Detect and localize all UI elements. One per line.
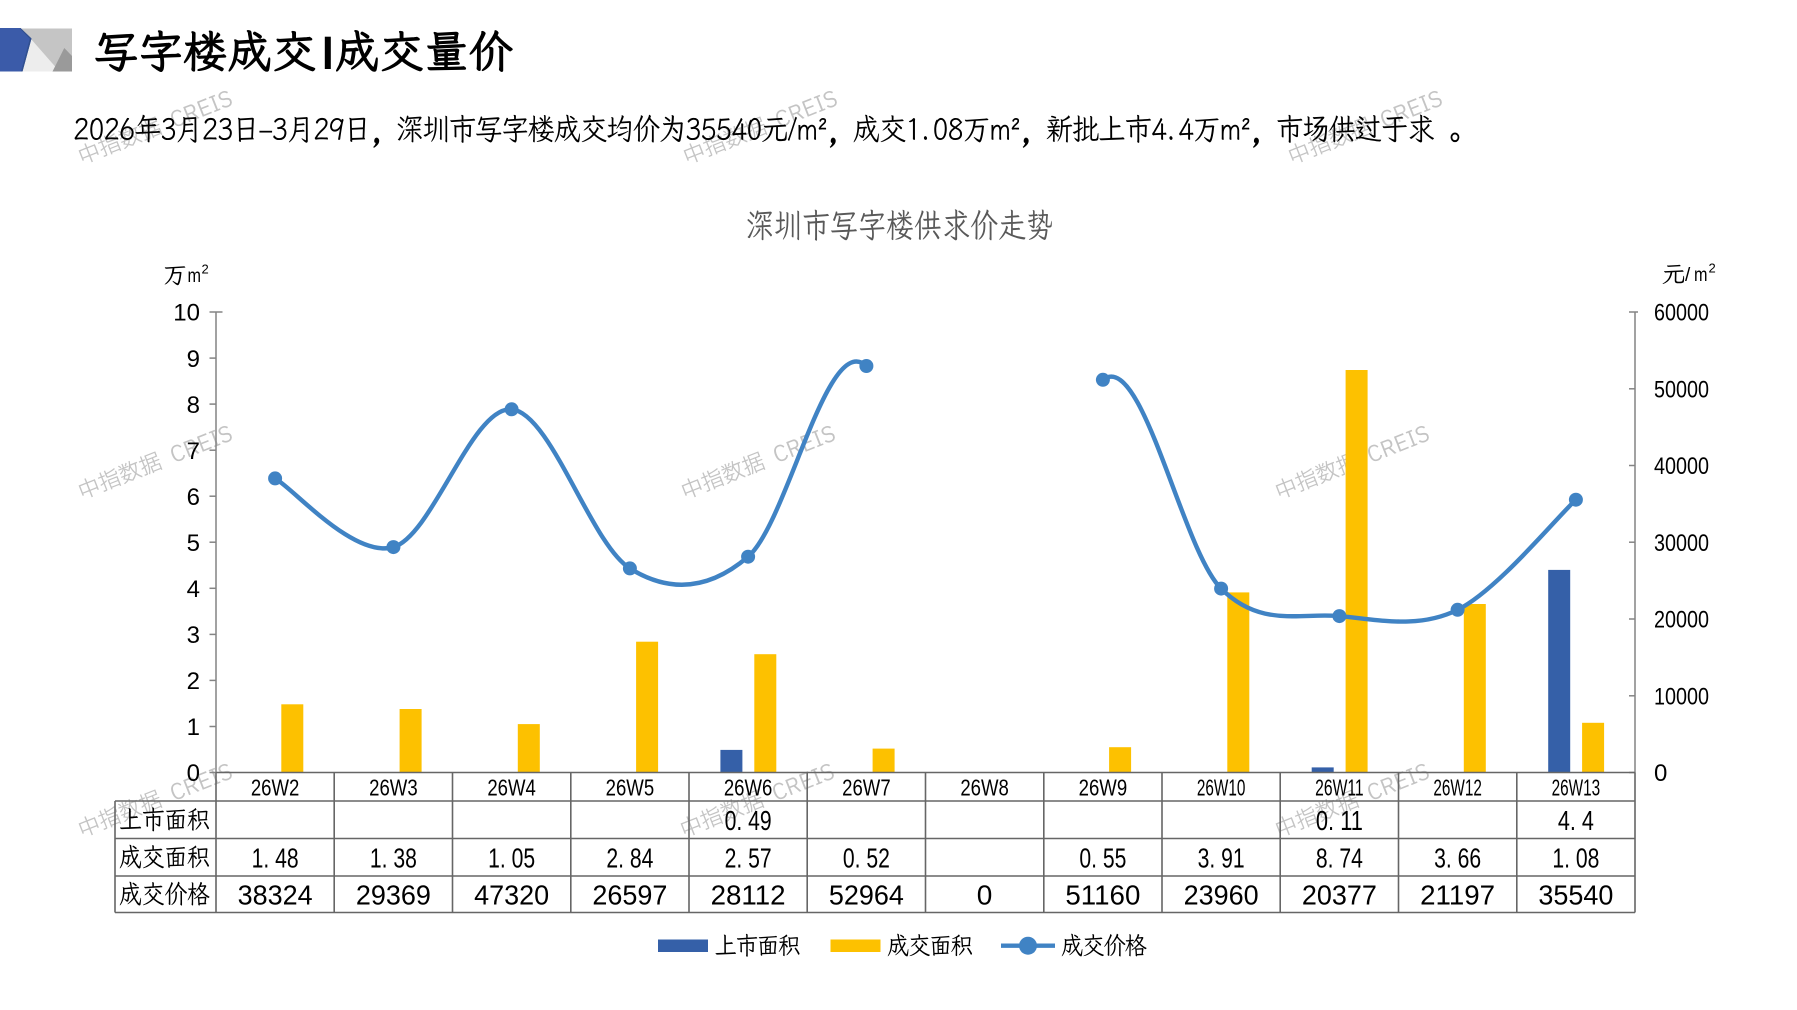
svg-text:10000: 10000 xyxy=(1654,684,1709,711)
svg-text:3: 3 xyxy=(187,622,200,649)
svg-text:/: / xyxy=(1685,265,1691,286)
svg-text:m: m xyxy=(1694,265,1708,286)
svg-text:1: 1 xyxy=(187,714,200,741)
svg-text:0: 0 xyxy=(1654,760,1667,787)
svg-text:1. 48: 1. 48 xyxy=(252,843,299,874)
svg-text:8. 74: 8. 74 xyxy=(1316,843,1363,874)
svg-text:29369: 29369 xyxy=(356,880,431,911)
svg-text:52964: 52964 xyxy=(829,880,904,911)
svg-text:5: 5 xyxy=(187,530,200,557)
svg-text:10: 10 xyxy=(173,300,200,327)
svg-text:4. 4: 4. 4 xyxy=(1558,805,1594,836)
svg-text:8: 8 xyxy=(187,392,200,419)
svg-text:50000: 50000 xyxy=(1654,376,1709,403)
svg-text:20377: 20377 xyxy=(1302,880,1377,911)
svg-text:26597: 26597 xyxy=(592,880,667,911)
svg-text:26W13: 26W13 xyxy=(1552,775,1601,801)
svg-text:0. 49: 0. 49 xyxy=(725,805,772,836)
svg-text:1. 05: 1. 05 xyxy=(488,843,535,874)
svg-text:1. 08: 1. 08 xyxy=(1552,843,1599,874)
svg-text:60000: 60000 xyxy=(1654,300,1709,327)
svg-text:4: 4 xyxy=(187,576,200,603)
svg-text:2: 2 xyxy=(187,668,200,695)
svg-text:26W10: 26W10 xyxy=(1197,775,1246,801)
svg-text:0. 52: 0. 52 xyxy=(843,843,890,874)
svg-text:9: 9 xyxy=(187,346,200,373)
svg-text:26W2: 26W2 xyxy=(251,775,300,801)
svg-text:21197: 21197 xyxy=(1420,880,1495,911)
svg-text:20000: 20000 xyxy=(1654,607,1709,634)
svg-text:2: 2 xyxy=(1709,261,1716,276)
svg-text:1. 38: 1. 38 xyxy=(370,843,417,874)
svg-text:35540: 35540 xyxy=(1538,880,1613,911)
svg-text:26W3: 26W3 xyxy=(369,775,418,801)
svg-text:23960: 23960 xyxy=(1184,880,1259,911)
svg-text:51160: 51160 xyxy=(1065,880,1140,911)
svg-text:2. 84: 2. 84 xyxy=(606,843,653,874)
svg-text:m: m xyxy=(188,266,202,287)
svg-text:26W9: 26W9 xyxy=(1079,775,1128,801)
svg-text:0. 55: 0. 55 xyxy=(1079,843,1126,874)
svg-text:26W6: 26W6 xyxy=(724,775,773,801)
svg-text:2. 57: 2. 57 xyxy=(725,843,772,874)
svg-text:6: 6 xyxy=(187,484,200,511)
svg-text:40000: 40000 xyxy=(1654,453,1709,480)
svg-text:26W8: 26W8 xyxy=(960,775,1009,801)
svg-text:26W11: 26W11 xyxy=(1315,775,1364,801)
svg-text:0. 11: 0. 11 xyxy=(1316,805,1363,836)
svg-text:30000: 30000 xyxy=(1654,530,1709,557)
svg-text:0: 0 xyxy=(187,760,200,787)
svg-text:47320: 47320 xyxy=(474,880,549,911)
svg-text:26W4: 26W4 xyxy=(487,775,536,801)
svg-text:3. 91: 3. 91 xyxy=(1198,843,1245,874)
svg-text:28112: 28112 xyxy=(711,880,786,911)
svg-text:7: 7 xyxy=(187,438,200,465)
svg-text:38324: 38324 xyxy=(238,880,313,911)
svg-text:26W5: 26W5 xyxy=(606,775,655,801)
svg-text:2: 2 xyxy=(202,262,209,277)
svg-text:26W12: 26W12 xyxy=(1433,775,1482,801)
svg-text:3. 66: 3. 66 xyxy=(1434,843,1481,874)
svg-text:26W7: 26W7 xyxy=(842,775,891,801)
svg-text:0: 0 xyxy=(977,880,993,911)
